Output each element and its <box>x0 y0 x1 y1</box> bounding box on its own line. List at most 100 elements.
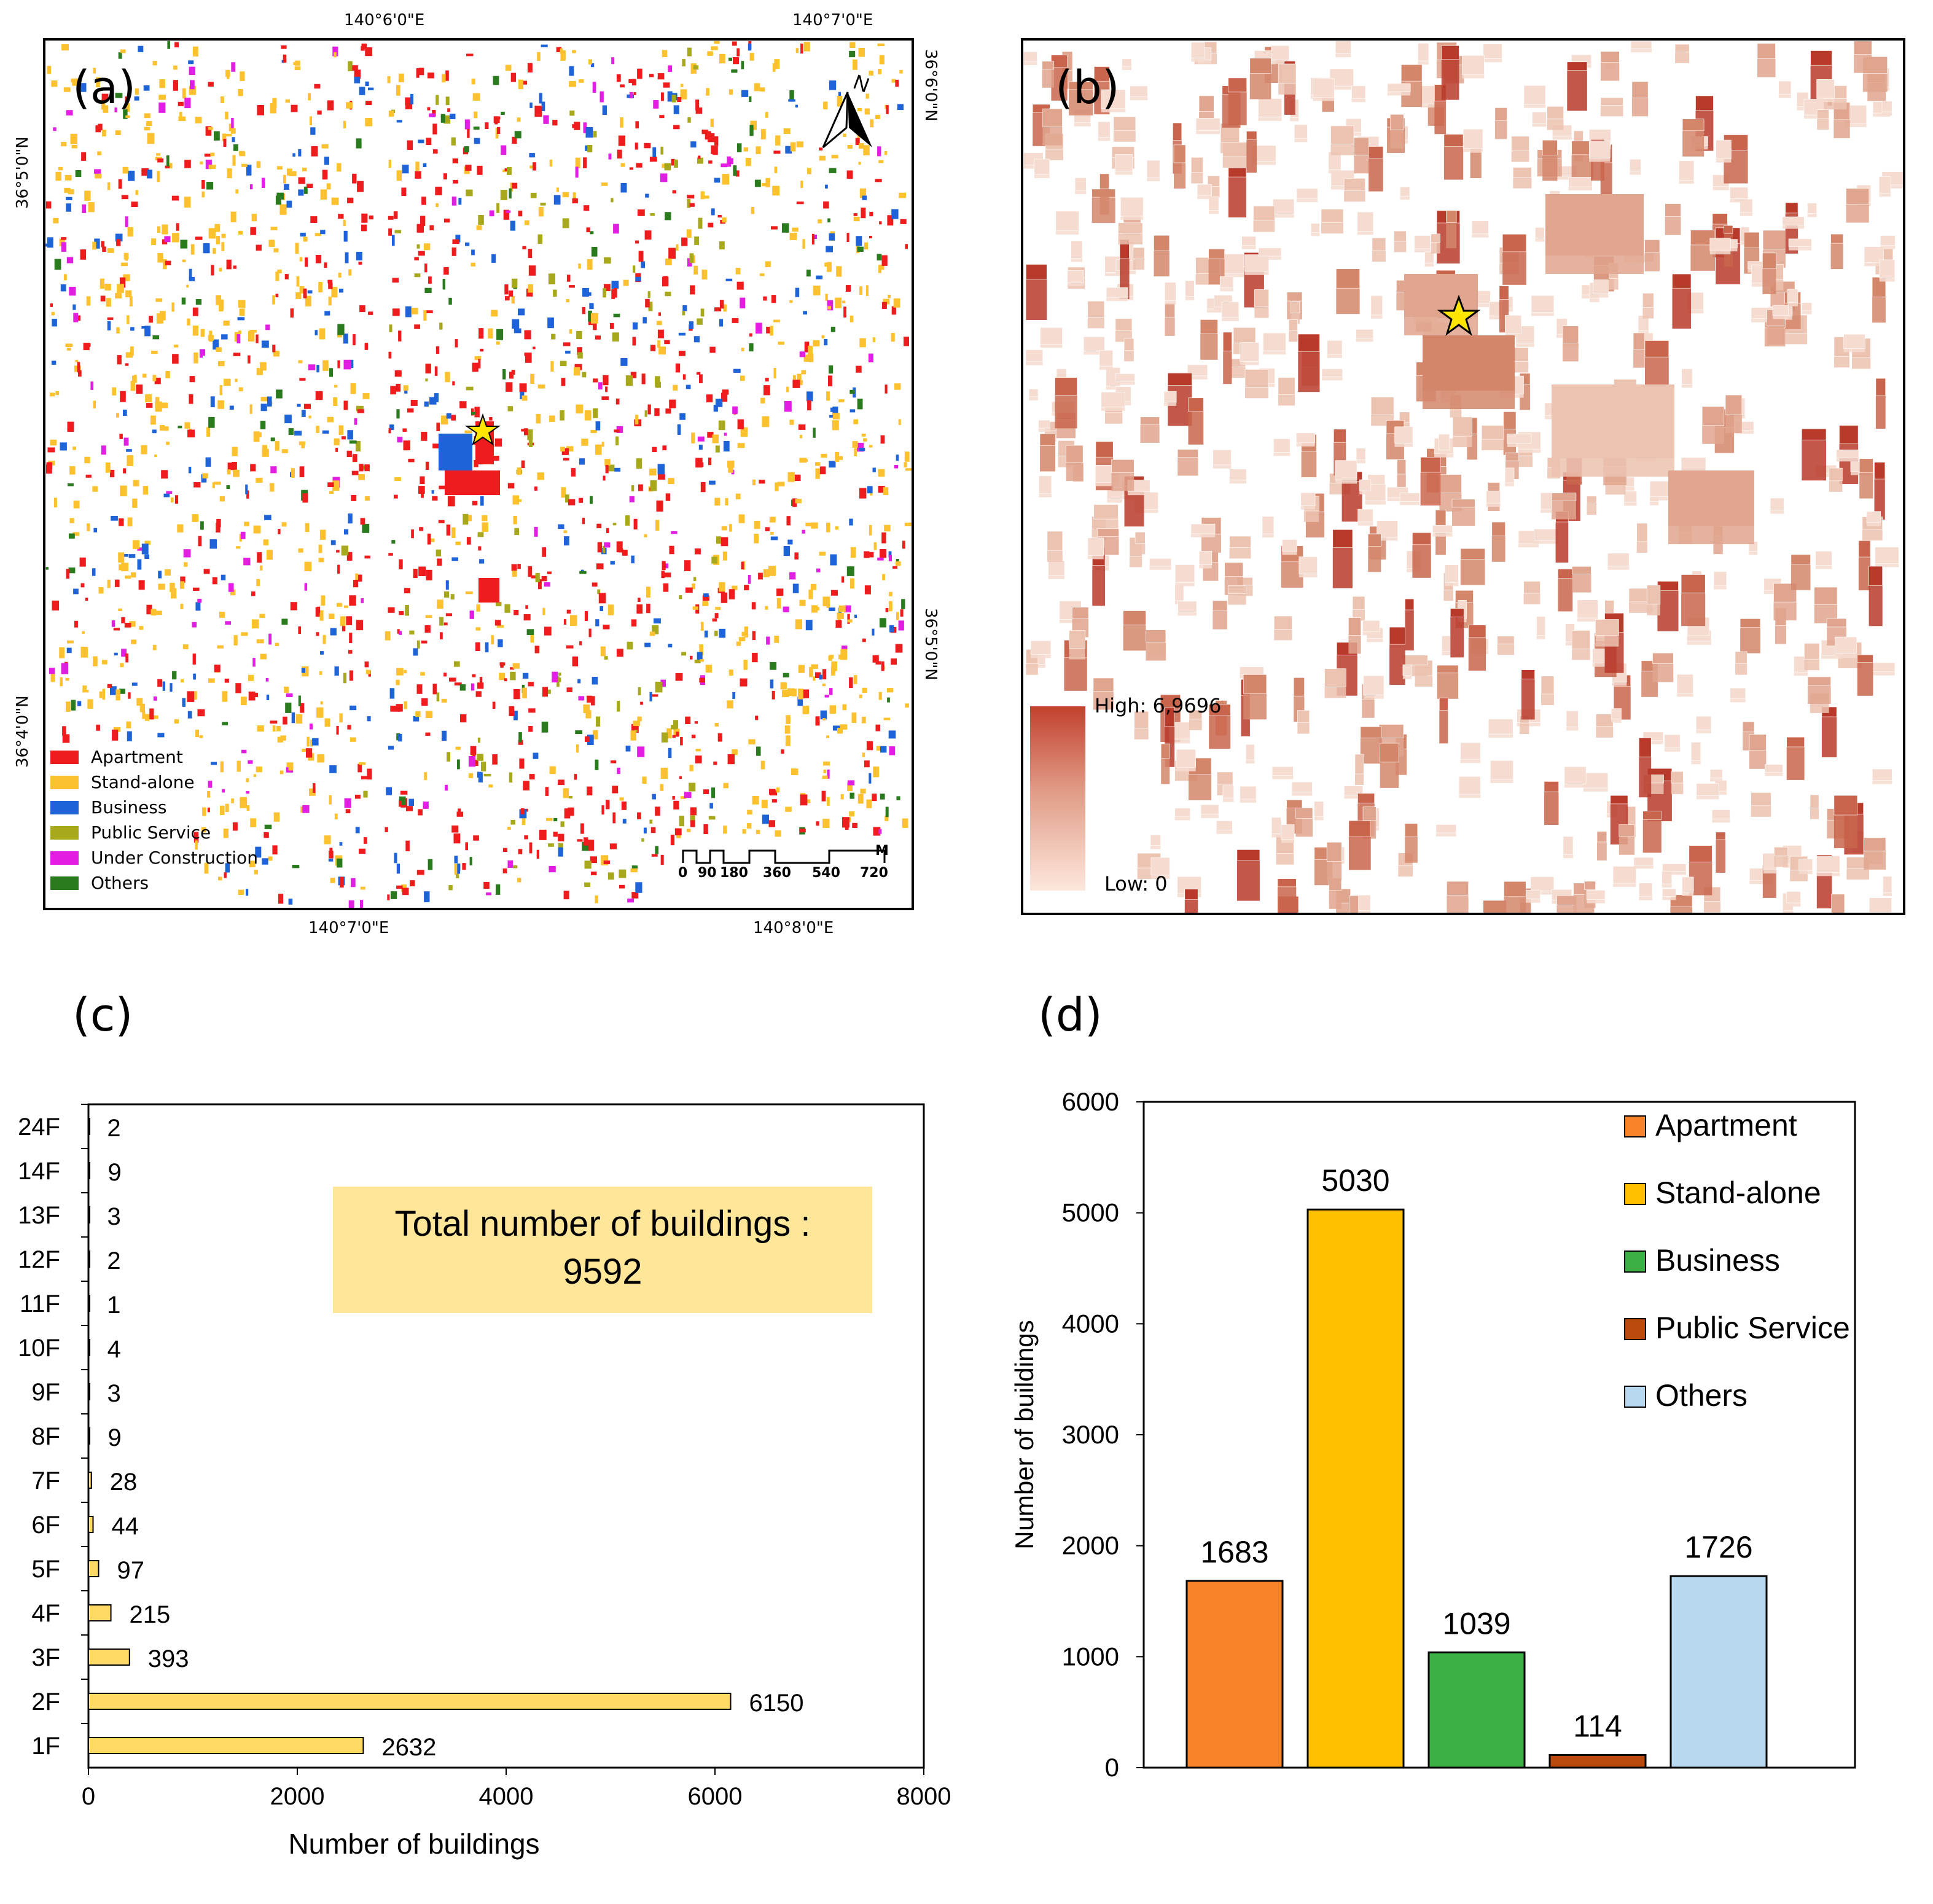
building-footprint <box>846 285 851 292</box>
building-footprint <box>269 240 275 247</box>
building-footprint <box>66 203 71 212</box>
building-extrusion-top <box>1859 459 1873 473</box>
legend-label-others: Others <box>1655 1378 1748 1413</box>
building-footprint <box>644 534 647 537</box>
building-footprint <box>635 142 638 149</box>
building-footprint <box>457 760 460 770</box>
building-footprint <box>184 98 190 108</box>
building-footprint <box>257 639 264 644</box>
building-extrusion-side <box>1442 60 1459 100</box>
building-footprint <box>742 632 746 637</box>
building-footprint <box>698 155 700 158</box>
building-footprint <box>579 458 585 464</box>
building-extrusion-side <box>1042 69 1054 88</box>
building-footprint <box>335 666 339 676</box>
building-footprint <box>388 76 391 83</box>
building-footprint <box>524 428 528 435</box>
building-footprint <box>514 689 520 699</box>
building-footprint <box>106 298 111 306</box>
building-footprint <box>521 808 525 814</box>
building-footprint <box>179 117 186 122</box>
building-extrusion-top <box>1682 877 1694 892</box>
building-extrusion-side <box>1783 911 1793 913</box>
building-footprint <box>838 399 845 402</box>
building-extrusion-side <box>1325 687 1346 698</box>
building-footprint <box>512 279 518 288</box>
building-extrusion-side <box>1883 892 1892 896</box>
building-footprint <box>273 248 278 252</box>
building-footprint <box>533 753 539 759</box>
building-footprint <box>477 166 483 175</box>
building-footprint <box>166 155 170 166</box>
building-extrusion-top <box>1677 674 1693 693</box>
building-footprint <box>835 526 838 530</box>
building-footprint <box>821 454 827 458</box>
building-footprint <box>533 347 536 349</box>
building-footprint <box>530 634 534 643</box>
building-extrusion-top <box>1363 807 1376 821</box>
building-extrusion-top <box>1740 618 1760 627</box>
bar-apartment <box>1187 1581 1283 1768</box>
building-footprint <box>102 660 107 665</box>
building-extrusion-top <box>1361 727 1382 738</box>
building-footprint <box>139 580 145 590</box>
building-footprint <box>824 339 827 345</box>
building-footprint <box>189 467 191 474</box>
building-footprint <box>356 827 360 833</box>
building-footprint <box>192 622 197 628</box>
building-extrusion-side <box>1333 548 1353 588</box>
building-footprint <box>74 621 78 628</box>
building-footprint <box>339 289 343 292</box>
building-footprint <box>465 243 469 246</box>
building-footprint <box>119 52 122 59</box>
building-footprint <box>145 714 149 721</box>
building-extrusion-top <box>1535 227 1544 238</box>
building-extrusion-side <box>1547 119 1564 130</box>
building-extrusion-top <box>1228 168 1246 177</box>
building-footprint <box>197 599 201 603</box>
building-footprint <box>443 173 447 179</box>
building-extrusion-side <box>1322 377 1343 380</box>
building-footprint <box>254 431 260 442</box>
building-footprint <box>365 82 369 86</box>
building-footprint <box>699 678 705 683</box>
building-footprint <box>687 48 692 57</box>
building-extrusion-side <box>1439 450 1450 454</box>
building-footprint <box>554 195 561 205</box>
building-extrusion-top <box>1177 450 1198 458</box>
building-footprint <box>220 496 225 502</box>
building-footprint <box>616 399 620 405</box>
building-extrusion-top <box>1642 293 1654 307</box>
building-footprint <box>455 542 461 545</box>
building-footprint <box>620 117 623 128</box>
building-extrusion-top <box>1301 493 1315 506</box>
building-extrusion-top <box>1631 41 1652 49</box>
building-footprint <box>752 796 759 805</box>
building-footprint <box>310 216 317 223</box>
building-footprint <box>506 211 510 213</box>
building-extrusion-side <box>1704 902 1720 913</box>
building-footprint <box>316 426 319 433</box>
building-footprint <box>419 68 424 75</box>
building-footprint <box>157 227 160 233</box>
building-footprint <box>496 329 503 340</box>
building-footprint <box>407 141 413 150</box>
building-extrusion-top <box>1096 442 1113 457</box>
building-footprint <box>582 372 586 378</box>
building-extrusion-side <box>1552 458 1674 477</box>
building-extrusion-side <box>1311 232 1319 236</box>
building-footprint <box>904 462 907 467</box>
building-footprint <box>727 700 733 708</box>
building-footprint <box>68 483 74 486</box>
building-footprint <box>463 514 468 525</box>
building-extrusion-top <box>1348 618 1361 636</box>
building-extrusion-side <box>1228 92 1247 125</box>
building-footprint <box>799 665 805 673</box>
building-extrusion-side <box>1882 112 1892 115</box>
building-footprint <box>188 60 193 64</box>
building-extrusion-side <box>1876 396 1886 429</box>
building-footprint <box>459 401 466 408</box>
building-footprint <box>634 519 638 529</box>
building-extrusion-side <box>1864 851 1886 870</box>
building-extrusion-top <box>1681 575 1705 593</box>
